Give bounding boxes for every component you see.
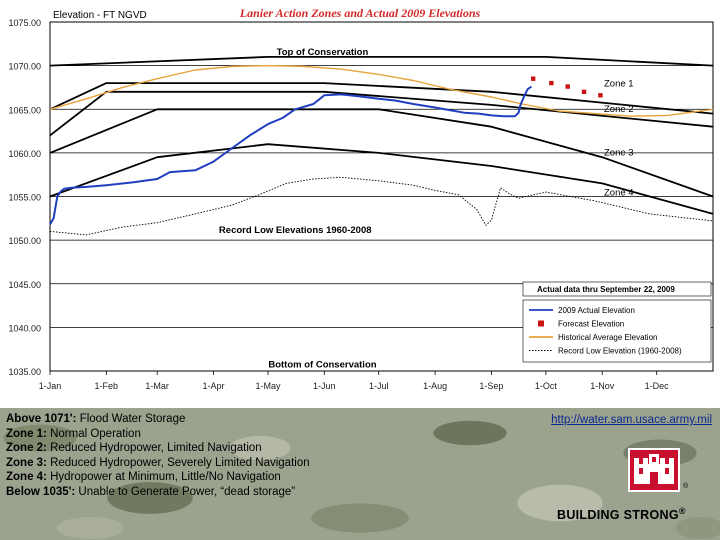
x-tick-label: 1-Apr bbox=[202, 381, 224, 391]
x-tick-label: 1-Nov bbox=[590, 381, 615, 391]
forecast-point bbox=[549, 80, 554, 86]
x-tick-label: 1-May bbox=[255, 381, 281, 391]
elevation-chart: 1075.00 1070.00 1065.00 1060.00 1055.00 1050.… bbox=[8, 6, 714, 391]
chart-area: 1075.00 1070.00 1065.00 1060.00 1055.00 1050.… bbox=[8, 6, 714, 391]
legend-label: Record Low Elevation (1960-2008) bbox=[558, 347, 682, 356]
building-strong-tagline: BUILDING STRONG® bbox=[557, 506, 686, 523]
data-note: Actual data thru September 22, 2009 bbox=[537, 285, 675, 294]
logo-registered-mark: ® bbox=[683, 483, 689, 490]
chart-annotation: Bottom of Conservation bbox=[268, 360, 376, 371]
zone-descriptions: Above 1071': Flood Water Storage Zone 1:… bbox=[6, 412, 310, 500]
x-tick-label: 1-Jun bbox=[313, 381, 336, 391]
website-link[interactable]: http://water.sam.usace.army.mil bbox=[551, 414, 712, 426]
x-tick-label: 1-Jul bbox=[369, 381, 389, 391]
y-axis-label: Elevation - FT NGVD bbox=[53, 10, 147, 21]
chart-annotation: Record Low Elevations 1960-2008 bbox=[219, 225, 372, 236]
y-tick-label: 1050.00 bbox=[8, 236, 41, 246]
x-tick-label: 1-Aug bbox=[423, 381, 447, 391]
series-2009-actual-elevation bbox=[49, 85, 532, 225]
chart-annotation: Top of Conservation bbox=[277, 47, 369, 58]
y-tick-label: 1065.00 bbox=[8, 105, 41, 115]
chart-annotation: Zone 4 bbox=[604, 188, 634, 199]
x-tick-label: 1-Oct bbox=[535, 381, 558, 391]
data-note-box bbox=[522, 281, 712, 297]
forecast-point bbox=[565, 84, 570, 89]
info-panel: Above 1071': Flood Water Storage Zone 1:… bbox=[0, 408, 720, 540]
series-zone-1-boundary bbox=[49, 82, 714, 115]
y-tick-label: 1055.00 bbox=[8, 193, 41, 203]
series-top-of-conservation bbox=[49, 56, 714, 67]
series-zone-4-boundary bbox=[49, 143, 714, 215]
usace-castle-icon bbox=[628, 448, 680, 492]
y-tick-label: 1070.00 bbox=[8, 62, 41, 72]
x-tick-label: 1-Feb bbox=[95, 381, 119, 391]
forecast-point bbox=[530, 76, 536, 81]
chart-annotation: Zone 3 bbox=[604, 147, 634, 158]
y-tick-label: 1045.00 bbox=[8, 280, 41, 290]
x-tick-label: 1-Mar bbox=[145, 381, 169, 391]
x-tick-label: 1-Jan bbox=[39, 381, 62, 391]
legend-label: Forecast Elevation bbox=[558, 320, 624, 329]
y-tick-label: 1075.00 bbox=[8, 18, 41, 28]
chart-annotation: Zone 1 bbox=[604, 79, 634, 90]
forecast-point bbox=[581, 89, 587, 94]
zone-description-below: Below 1035': Unable to Generate Power, “… bbox=[6, 485, 296, 498]
forecast-point bbox=[598, 93, 603, 98]
series-historical-average-elevation bbox=[49, 64, 714, 117]
legend-swatch bbox=[538, 320, 544, 327]
zone-description-2: Zone 2: Reduced Hydropower, Limited Navi… bbox=[6, 442, 262, 455]
zone-description-above: Above 1071': Flood Water Storage bbox=[6, 413, 186, 425]
x-tick-label: 1-Dec bbox=[645, 381, 670, 391]
chart-title: Lanier Action Zones and Actual 2009 Elev… bbox=[239, 6, 481, 20]
zone-description-1: Zone 1: Normal Operation bbox=[6, 427, 141, 440]
zone-description-3: Zone 3: Reduced Hydropower, Severely Lim… bbox=[6, 456, 310, 469]
chart-legend: 2009 Actual Elevation Forecast Elevation H… bbox=[522, 299, 712, 363]
chart-annotation: Zone 2 bbox=[604, 104, 634, 115]
legend-label: 2009 Actual Elevation bbox=[558, 306, 635, 315]
legend-box bbox=[522, 299, 712, 363]
y-tick-label: 1035.00 bbox=[8, 367, 41, 377]
y-tick-label: 1060.00 bbox=[8, 149, 41, 159]
x-tick-label: 1-Sep bbox=[479, 381, 503, 391]
series-zone-3-boundary bbox=[49, 108, 714, 198]
y-tick-label: 1040.00 bbox=[8, 323, 41, 333]
zone-description-4: Zone 4: Hydropower at Minimum, Little/No… bbox=[6, 471, 281, 484]
legend-label: Historical Average Elevation bbox=[558, 333, 657, 342]
series-record-low-elevation-1960-2008 bbox=[49, 176, 714, 236]
